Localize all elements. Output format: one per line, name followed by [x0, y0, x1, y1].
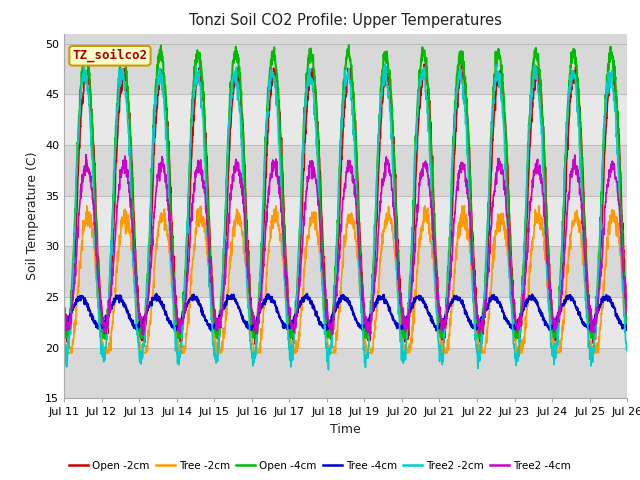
Tree2 -2cm [319, 300, 327, 306]
Tree2 -2cm [607, 70, 615, 76]
Title: Tonzi Soil CO2 Profile: Upper Temperatures: Tonzi Soil CO2 Profile: Upper Temperatur… [189, 13, 502, 28]
Open -4cm [623, 320, 631, 325]
Tree2 -4cm [366, 333, 374, 338]
Bar [64, 145, 627, 196]
Open -2cm [607, 73, 615, 79]
Tree2 -2cm [607, 73, 615, 79]
Open -2cm [89, 127, 97, 132]
Tree -4cm [607, 299, 615, 305]
Tree2 -2cm [81, 59, 88, 64]
Tree -4cm [504, 319, 512, 325]
Tree -4cm [60, 323, 68, 329]
Bar [64, 348, 627, 398]
Tree -4cm [319, 322, 327, 328]
Line: Tree2 -2cm: Tree2 -2cm [64, 61, 627, 370]
Open -4cm [319, 267, 327, 273]
Tree2 -2cm [504, 246, 512, 252]
Tree2 -2cm [60, 345, 68, 350]
Tree2 -4cm [504, 224, 512, 229]
Tree2 -4cm [60, 306, 68, 312]
Tree -2cm [607, 213, 615, 218]
Open -4cm [60, 317, 68, 323]
Tree -4cm [607, 300, 615, 305]
Tree -4cm [89, 314, 97, 320]
Open -4cm [61, 335, 68, 340]
Line: Tree -4cm: Tree -4cm [64, 294, 627, 331]
Tree2 -4cm [334, 269, 342, 275]
Tree -2cm [83, 203, 91, 209]
Open -2cm [420, 61, 428, 67]
Tree2 -4cm [319, 263, 327, 268]
Open -4cm [607, 56, 615, 61]
Tree -2cm [90, 226, 97, 232]
Tree -4cm [335, 299, 342, 304]
Open -2cm [60, 311, 68, 316]
Open -2cm [607, 71, 615, 77]
Line: Tree2 -4cm: Tree2 -4cm [64, 155, 627, 336]
Bar [64, 34, 627, 95]
Open -4cm [504, 197, 512, 203]
Tree2 -2cm [324, 367, 332, 372]
Open -2cm [334, 250, 342, 255]
Tree -4cm [152, 291, 160, 297]
Open -4cm [89, 139, 97, 145]
Tree -2cm [335, 314, 342, 320]
Open -2cm [504, 161, 511, 167]
Tree -2cm [319, 307, 327, 313]
Bar [64, 297, 627, 348]
Tree -2cm [60, 340, 68, 346]
Open -2cm [552, 342, 559, 348]
Bar [64, 196, 627, 246]
Y-axis label: Soil Temperature (C): Soil Temperature (C) [26, 152, 40, 280]
Tree -4cm [623, 322, 631, 328]
Line: Open -4cm: Open -4cm [64, 45, 627, 337]
Line: Open -2cm: Open -2cm [64, 64, 627, 345]
Bar [64, 95, 627, 145]
Tree2 -4cm [89, 201, 97, 206]
Bar [64, 246, 627, 297]
Legend: Open -2cm, Tree -2cm, Open -4cm, Tree -4cm, Tree2 -2cm, Tree2 -4cm: Open -2cm, Tree -2cm, Open -4cm, Tree -4… [65, 456, 575, 475]
Tree -2cm [504, 256, 512, 262]
Open -4cm [334, 208, 342, 214]
Tree2 -4cm [82, 152, 90, 157]
Tree2 -2cm [89, 179, 97, 185]
Tree -4cm [172, 328, 179, 334]
Open -2cm [319, 243, 327, 249]
Line: Tree -2cm: Tree -2cm [64, 206, 627, 353]
X-axis label: Time: Time [330, 423, 361, 436]
Tree -2cm [607, 218, 615, 224]
Open -4cm [607, 51, 615, 57]
Text: TZ_soilco2: TZ_soilco2 [72, 49, 147, 62]
Tree -2cm [63, 350, 70, 356]
Open -2cm [623, 302, 631, 308]
Open -4cm [345, 42, 353, 48]
Tree -2cm [623, 328, 631, 334]
Tree2 -4cm [607, 161, 615, 167]
Tree2 -4cm [607, 169, 615, 175]
Tree2 -4cm [623, 310, 631, 316]
Tree2 -2cm [623, 341, 631, 347]
Tree2 -2cm [335, 198, 342, 204]
